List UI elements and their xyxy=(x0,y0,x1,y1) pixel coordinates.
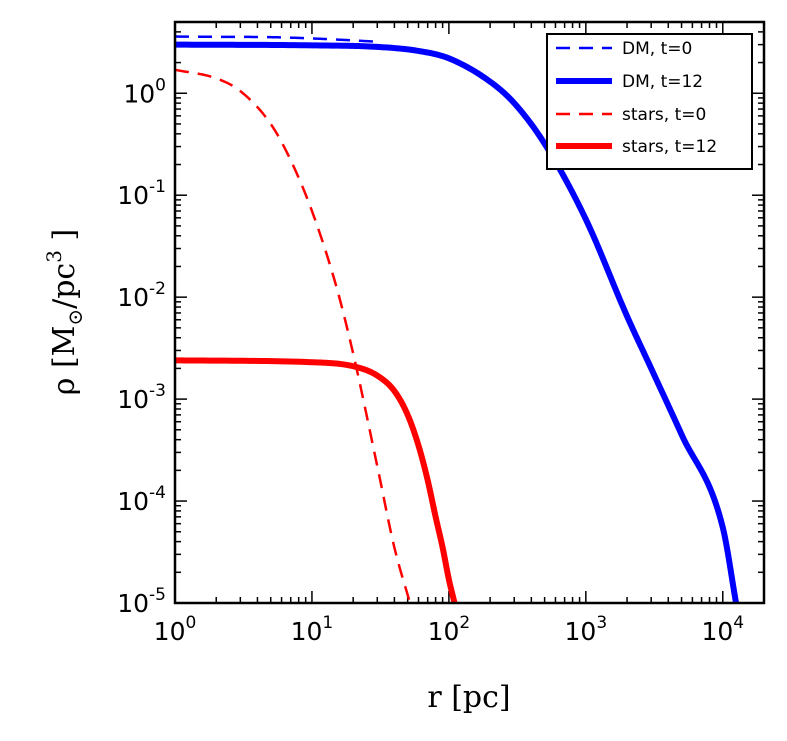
x-tick-label: 104 xyxy=(701,613,744,646)
y-tick-label: 10-5 xyxy=(117,585,166,618)
y-axis-label-sup: 3 xyxy=(42,250,66,263)
legend-entries: DM, t=0 DM, t=12 stars, t=0 stars, t=12 xyxy=(556,39,717,157)
series-layer xyxy=(175,35,740,603)
y-tick-label: 10-4 xyxy=(117,483,166,516)
legend: DM, t=0 DM, t=12 stars, t=0 stars, t=12 xyxy=(546,33,753,170)
x-tick-label: 101 xyxy=(291,613,334,646)
x-axis-label: r [pc] xyxy=(427,680,510,715)
series-line-stars-t-12 xyxy=(175,357,458,603)
series-line-dm-t-0 xyxy=(175,35,378,44)
legend-label: stars, t=0 xyxy=(622,105,706,125)
y-axis-label-suffix: ] xyxy=(47,229,82,250)
x-tick-label: 103 xyxy=(565,613,608,646)
y-tick-label: 10-2 xyxy=(117,279,166,312)
x-tick-label: 102 xyxy=(428,613,471,646)
tick-labels-layer: 100 101 102 103 104 100 10-1 10-2 10-3 10-4 10-5 xyxy=(117,75,744,646)
series-line-stars-t-0 xyxy=(175,68,412,603)
y-tick-label: 100 xyxy=(123,75,166,108)
series-line-dm-t-12 xyxy=(175,41,740,603)
x-tick-label: 100 xyxy=(154,613,197,646)
y-tick-label: 10-1 xyxy=(117,177,166,210)
y-axis-label-mid: /pc xyxy=(47,263,82,309)
axes-frame xyxy=(173,20,766,605)
y-axis-label: ρ [M⊙/pc3 ] xyxy=(42,229,87,395)
y-axis-label-prefix: ρ [M xyxy=(47,326,82,396)
legend-label: DM, t=0 xyxy=(622,39,692,59)
legend-label: stars, t=12 xyxy=(622,137,717,157)
y-tick-label: 10-3 xyxy=(117,381,166,414)
y-axis-label-sun: ⊙ xyxy=(63,309,87,326)
legend-label: DM, t=12 xyxy=(622,72,703,92)
